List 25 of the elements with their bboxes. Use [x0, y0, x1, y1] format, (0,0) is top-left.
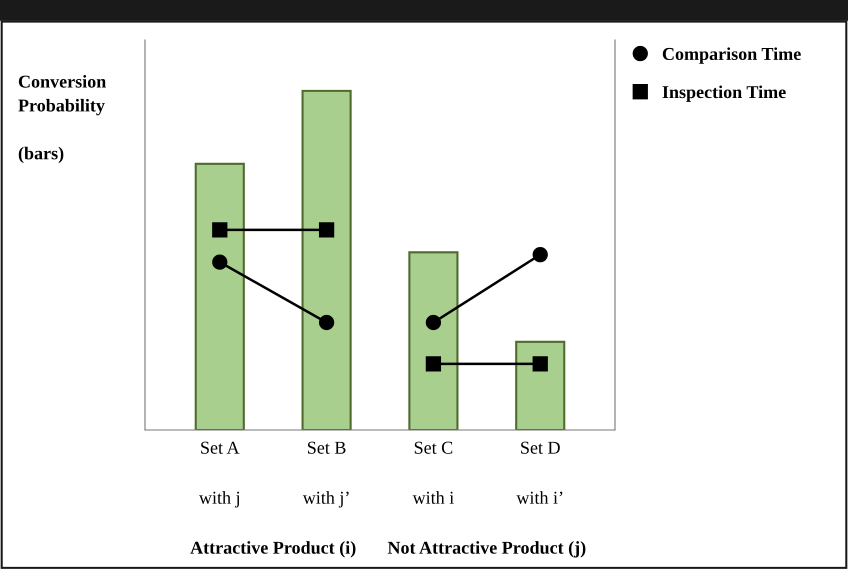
text: with i’ [516, 491, 562, 504]
point [532, 356, 548, 372]
text: Conversion Probability (bars) [18, 75, 106, 164]
x-tick-label: Set D [521, 442, 560, 454]
text: with i [412, 491, 454, 504]
bar [302, 90, 352, 430]
text: with j’ [302, 491, 349, 508]
point [532, 247, 548, 262]
text: Not Attractive Product (j) [388, 541, 586, 558]
x-tick-label: Set A [201, 442, 240, 454]
bar [194, 162, 245, 430]
x-tick-label: Set B [308, 442, 346, 454]
point [212, 254, 228, 270]
legend-label: Inspection Time [662, 85, 786, 102]
legend-label: Comparison Time [662, 47, 801, 64]
point [426, 314, 442, 330]
point [318, 314, 334, 330]
x-tick-label: Set C [414, 442, 452, 454]
point [212, 222, 228, 238]
bar [408, 251, 458, 430]
text: with j [198, 491, 240, 508]
text: Attractive Product (i) [190, 541, 356, 558]
point [426, 356, 442, 372]
point [318, 222, 334, 238]
bar [515, 340, 566, 430]
